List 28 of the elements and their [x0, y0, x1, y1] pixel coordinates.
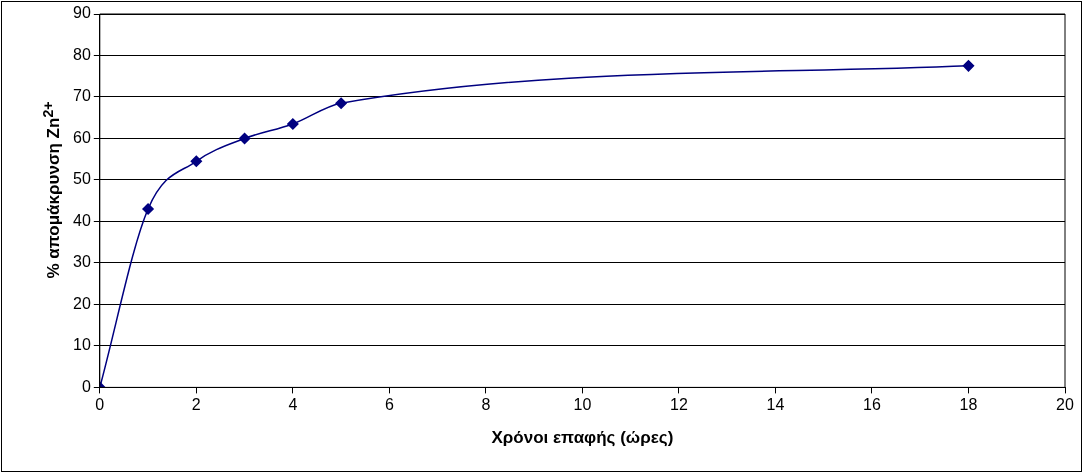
x-tick-label: 4 [288, 396, 298, 414]
point [142, 203, 154, 215]
x-tick-label: 2 [191, 396, 201, 414]
y-tick-label: 50 [73, 170, 91, 188]
x-tick-label: 14 [766, 396, 785, 414]
y-tick-label: 10 [73, 336, 91, 354]
point [190, 155, 203, 168]
y-tick-label: 40 [73, 211, 91, 229]
point [238, 132, 251, 145]
point [962, 60, 975, 72]
y-tick-label: 0 [81, 377, 91, 395]
x-tick-label: 0 [95, 396, 105, 414]
point [287, 118, 299, 130]
y-tick-label: 30 [73, 253, 91, 271]
y-tick-label: 60 [73, 128, 91, 146]
x-tick-label: 18 [959, 396, 978, 414]
y-tick-label: 20 [73, 294, 91, 312]
x-tick-label: 6 [384, 396, 394, 414]
x-tick-label: 8 [481, 396, 491, 414]
x-tick-label: 10 [573, 396, 592, 414]
point [335, 97, 347, 109]
x-tick-label: 12 [670, 396, 688, 414]
y-tick-label: 80 [73, 45, 91, 63]
x-tick-label: 16 [863, 396, 881, 414]
x-axis-title: Χρόνοι επαφής (ώρες) [491, 428, 674, 448]
y-tick-label: 90 [73, 4, 91, 22]
y-tick-label: 70 [73, 87, 91, 105]
x-tick-label: 20 [1056, 396, 1074, 414]
